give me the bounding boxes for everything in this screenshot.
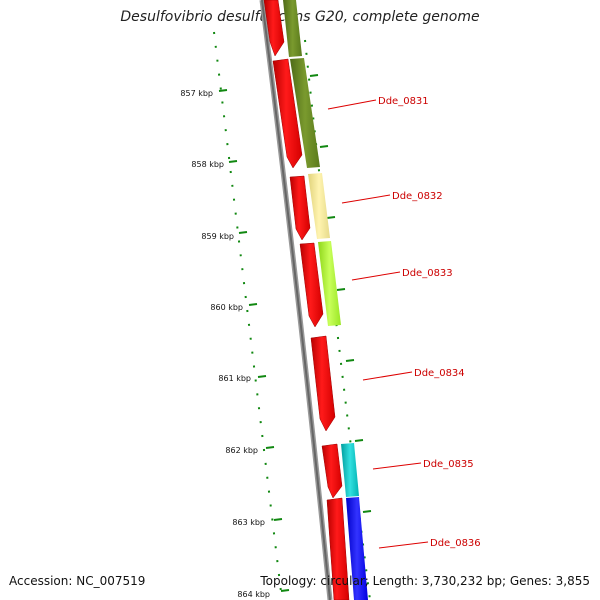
cds-ring (263, 0, 350, 600)
ruler-label: 863 kbp (232, 518, 265, 527)
cds-feature[interactable] (299, 242, 324, 328)
gene-label-dde-0832[interactable]: Dde_0832 (392, 191, 443, 202)
cog-feature-dde-0831[interactable] (290, 58, 320, 168)
outer-ring-major-ticks (309, 74, 372, 513)
map-title: Desulfovibrio desulfuricans G20, complet… (120, 9, 480, 25)
cog-feature-dde-0836[interactable] (346, 497, 368, 600)
ruler-tick (265, 446, 275, 449)
ruler-tick (248, 303, 258, 306)
cog-feature-dde-0835[interactable] (341, 443, 359, 497)
gene-label-dde-0834[interactable]: Dde_0834 (414, 368, 465, 379)
cog-feature-dde-0832[interactable] (308, 173, 330, 239)
ruler-label: 857 kbp (180, 89, 213, 98)
outer-tick (319, 145, 329, 148)
outer-tick (336, 288, 346, 291)
ruler-tick (238, 231, 248, 234)
backbone-ring-core (261, 0, 331, 600)
ruler-major-ticks (218, 89, 290, 592)
gene-label-dde-0836[interactable]: Dde_0836 (430, 538, 481, 549)
leader-line (378, 541, 429, 549)
genome-summary-text: Topology: circular; Length: 3,730,232 bp… (260, 574, 590, 588)
ruler-label: 859 kbp (201, 232, 234, 241)
ruler-label: 861 kbp (218, 374, 251, 383)
leader-line (351, 271, 401, 281)
outer-tick (345, 359, 355, 362)
ruler-label: 860 kbp (210, 303, 243, 312)
cds-feature[interactable] (263, 0, 285, 57)
cds-feature[interactable] (321, 443, 343, 499)
ruler-tick (273, 518, 283, 521)
cds-feature[interactable] (310, 335, 336, 432)
accession-text: Accession: NC_007519 (9, 574, 146, 588)
ruler-tick (280, 589, 290, 592)
ruler-label: 862 kbp (225, 446, 258, 455)
leader-line (341, 194, 391, 204)
ruler-tick (257, 375, 267, 378)
outer-tick (362, 510, 372, 513)
cog-ring (283, 0, 368, 600)
ruler-minor-ticks (213, 31, 283, 600)
ruler-label: 858 kbp (191, 160, 224, 169)
gene-label-dde-0831[interactable]: Dde_0831 (378, 96, 429, 107)
cog-feature-dde-0833[interactable] (318, 241, 341, 326)
cog-feature-dde-0830[interactable] (283, 0, 302, 57)
gene-label-dde-0833[interactable]: Dde_0833 (402, 268, 453, 279)
outer-tick (309, 74, 319, 77)
cds-feature[interactable] (289, 175, 311, 241)
outer-tick (326, 216, 336, 219)
ruler-label: 864 kbp (237, 590, 270, 599)
leader-line (362, 371, 413, 381)
gene-label-dde-0835[interactable]: Dde_0835 (423, 459, 474, 470)
leader-line (372, 462, 422, 470)
cds-feature[interactable] (326, 497, 350, 600)
cds-feature[interactable] (272, 58, 303, 169)
ruler-tick (228, 160, 238, 163)
ruler-tick (218, 89, 228, 92)
outer-tick (354, 439, 364, 442)
label-leaders (327, 99, 429, 549)
leader-line (327, 99, 377, 110)
